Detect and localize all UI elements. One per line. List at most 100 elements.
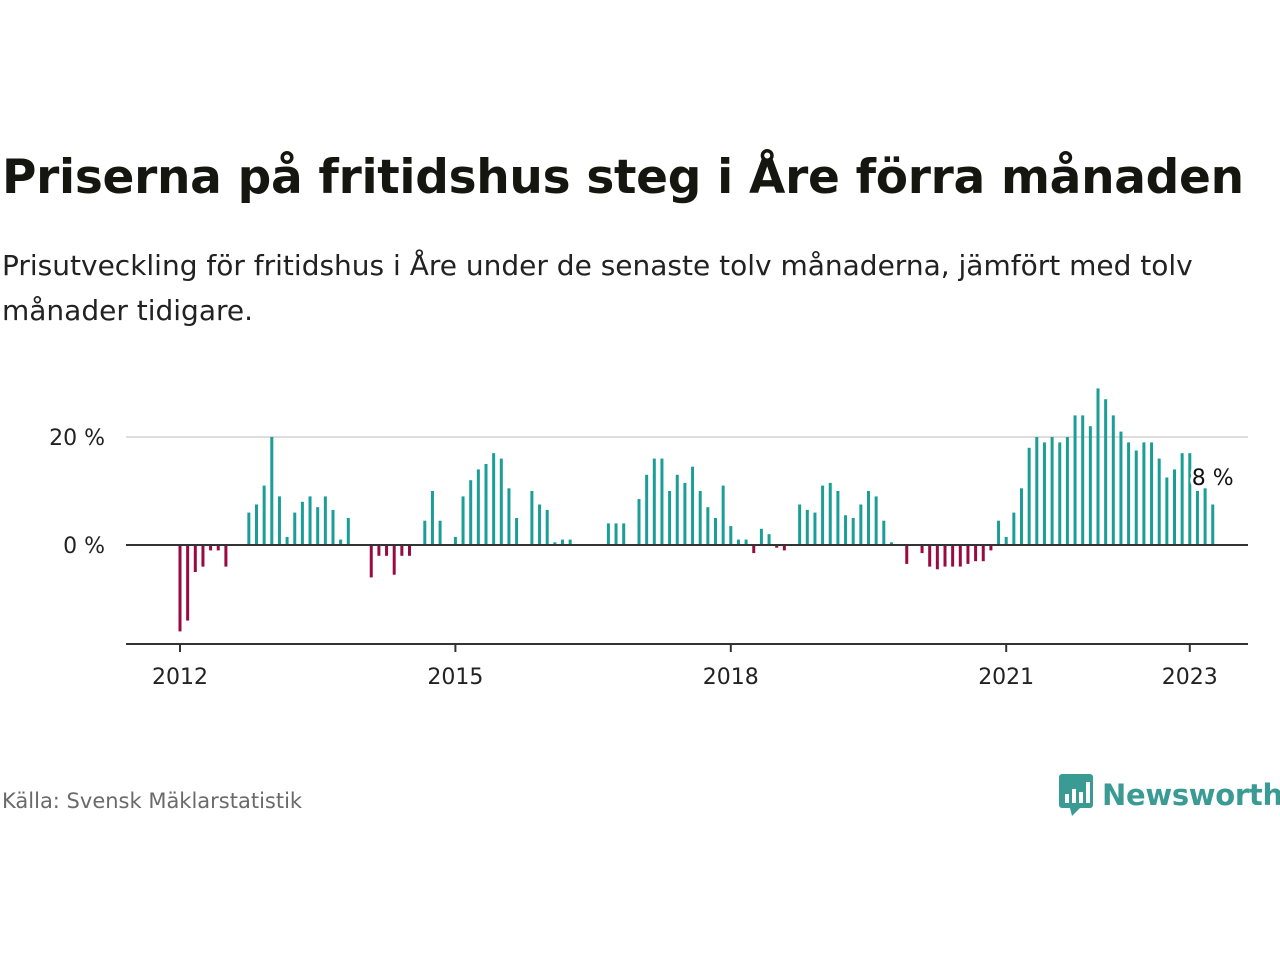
bar bbox=[553, 542, 557, 545]
x-tick-label: 2018 bbox=[703, 665, 759, 690]
bar bbox=[538, 504, 542, 545]
bar bbox=[698, 491, 702, 545]
bar bbox=[752, 545, 756, 554]
bar bbox=[1173, 469, 1176, 545]
brand-name: Newsworthy bbox=[1102, 778, 1280, 812]
bar bbox=[920, 545, 924, 554]
bar bbox=[981, 545, 985, 562]
bar bbox=[1211, 504, 1215, 545]
bar bbox=[438, 520, 442, 545]
bar bbox=[476, 469, 480, 545]
bar bbox=[851, 518, 855, 545]
bar bbox=[1195, 491, 1199, 545]
bar bbox=[300, 501, 304, 545]
bar bbox=[193, 545, 197, 572]
bar bbox=[453, 536, 457, 545]
y-tick-label: 20 % bbox=[49, 426, 105, 451]
bar bbox=[997, 520, 1001, 545]
bar bbox=[706, 507, 710, 545]
bar bbox=[928, 545, 932, 567]
bar bbox=[423, 520, 427, 545]
bar bbox=[1150, 442, 1154, 545]
bar bbox=[935, 545, 939, 570]
bar bbox=[461, 496, 465, 545]
bar bbox=[1142, 442, 1146, 545]
bar bbox=[759, 528, 763, 545]
bar bbox=[1111, 415, 1115, 545]
bar bbox=[484, 464, 488, 545]
bar bbox=[974, 545, 978, 562]
bar bbox=[1020, 488, 1023, 545]
bar bbox=[691, 466, 695, 545]
bar bbox=[1119, 431, 1123, 545]
bar bbox=[1127, 442, 1131, 545]
bar bbox=[316, 507, 320, 545]
bar bbox=[255, 504, 258, 545]
bar bbox=[331, 509, 335, 545]
bar bbox=[469, 480, 473, 545]
chart-subtitle: Prisutveckling för fritidshus i Åre unde… bbox=[2, 249, 1193, 327]
bar bbox=[568, 539, 572, 545]
brand-logo[interactable]: Newsworthy bbox=[1058, 772, 1280, 818]
bar bbox=[622, 523, 626, 545]
bar bbox=[874, 496, 878, 545]
bar bbox=[614, 523, 618, 545]
bar bbox=[660, 458, 664, 545]
bar bbox=[270, 437, 274, 545]
bar bbox=[1088, 426, 1092, 545]
bar bbox=[1188, 453, 1192, 545]
bar bbox=[867, 491, 870, 545]
chart-title: Priserna på fritidshus steg i Åre förra … bbox=[2, 150, 1244, 205]
bar bbox=[561, 539, 564, 545]
bar bbox=[216, 545, 220, 551]
bar bbox=[224, 545, 228, 567]
bar bbox=[813, 512, 817, 545]
bar bbox=[989, 545, 993, 551]
bar bbox=[966, 545, 970, 564]
bar bbox=[798, 504, 802, 545]
bar bbox=[247, 512, 251, 545]
bar bbox=[1157, 458, 1161, 545]
bar bbox=[285, 536, 289, 545]
bar bbox=[339, 539, 343, 545]
bar bbox=[1027, 447, 1031, 545]
bar bbox=[828, 482, 832, 545]
bar bbox=[1073, 415, 1077, 545]
bar bbox=[675, 474, 679, 545]
end-value-label: 8 % bbox=[1192, 466, 1234, 491]
bar bbox=[1180, 453, 1184, 545]
bar bbox=[209, 545, 213, 551]
bar bbox=[1081, 415, 1085, 545]
bar bbox=[1050, 437, 1054, 545]
bar bbox=[652, 458, 656, 545]
bar bbox=[645, 474, 649, 545]
bar bbox=[1004, 536, 1008, 545]
bar bbox=[392, 545, 396, 575]
bar bbox=[1058, 442, 1062, 545]
bar bbox=[308, 496, 312, 545]
bar bbox=[201, 545, 205, 567]
bar bbox=[775, 545, 779, 548]
bar bbox=[1134, 450, 1138, 545]
newsworthy-logo-icon bbox=[1059, 774, 1093, 816]
bar bbox=[905, 545, 909, 564]
bar bbox=[277, 496, 281, 545]
bar bbox=[1165, 477, 1169, 545]
x-tick-label: 2015 bbox=[427, 665, 483, 690]
bar bbox=[1104, 399, 1108, 545]
bar bbox=[744, 539, 748, 545]
bar bbox=[1096, 388, 1100, 545]
bar bbox=[606, 523, 610, 545]
bar bbox=[186, 545, 190, 621]
bar bbox=[836, 491, 840, 545]
bar bbox=[515, 518, 519, 545]
bar bbox=[805, 509, 809, 545]
bar bbox=[385, 545, 389, 556]
bar bbox=[637, 499, 641, 545]
bar bbox=[668, 491, 672, 545]
bar bbox=[293, 512, 297, 545]
bar bbox=[377, 545, 381, 556]
bar bbox=[782, 545, 786, 551]
source-text: Källa: Svensk Mäklarstatistik bbox=[2, 789, 303, 813]
bar bbox=[889, 542, 893, 545]
